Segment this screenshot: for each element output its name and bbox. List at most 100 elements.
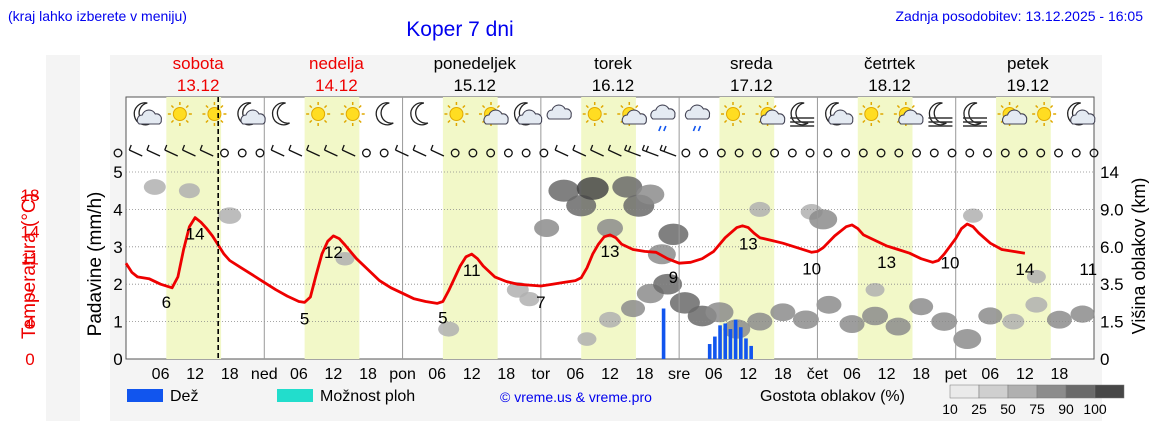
x-tick-hour: 06 <box>981 366 999 383</box>
legend-rain-swatch <box>127 389 163 402</box>
copyright-link[interactable]: © vreme.us & vreme.pro <box>500 389 652 405</box>
x-tick-day: tor <box>532 366 551 383</box>
day-date: 16.12 <box>592 76 635 95</box>
daylight-band <box>166 97 222 359</box>
wind-calm-icon <box>752 148 762 158</box>
wind-barb <box>607 144 611 151</box>
cloud-blob <box>1025 296 1048 313</box>
wind-light-icon <box>181 144 196 157</box>
sun-icon <box>721 102 745 126</box>
wind-calm-icon <box>539 148 549 158</box>
precipitation-tick: 2 <box>113 275 122 294</box>
x-tick-hour: 18 <box>636 366 654 383</box>
cloud-shape <box>240 109 266 125</box>
wind-calm-icon <box>237 148 247 158</box>
x-tick-hour: 18 <box>497 366 515 383</box>
density-tick: 75 <box>1029 401 1045 417</box>
sun-ray <box>1049 104 1054 109</box>
wind-barb <box>394 144 399 151</box>
wind-barb <box>128 144 132 151</box>
sun-disc <box>172 107 187 121</box>
wind-shaft <box>430 149 445 157</box>
wind-calm-circle <box>734 148 744 158</box>
wind-calm-icon <box>912 148 921 158</box>
cloud-blob <box>839 315 865 334</box>
day-date: 13.12 <box>177 76 220 95</box>
wind-shaft <box>270 149 285 157</box>
wind-calm-icon <box>805 148 815 158</box>
wind-calm-circle <box>220 148 229 158</box>
wind-calm-icon <box>787 148 797 158</box>
rain-bar <box>713 336 717 359</box>
page-title: Koper 7 dni <box>406 18 513 41</box>
cloud-blob <box>770 303 796 322</box>
rain-drop <box>697 125 702 132</box>
cloud-blob <box>1046 310 1072 329</box>
cloud-blob <box>621 299 646 318</box>
wind-light-icon <box>341 144 356 157</box>
temperature-label: 11 <box>463 261 481 280</box>
cloud-shape <box>760 109 786 125</box>
cloud-blob <box>577 332 597 346</box>
cloud-blob <box>178 183 200 199</box>
wind-calm-circle <box>503 148 513 158</box>
x-tick-hour: 06 <box>567 366 585 383</box>
cloud-height-tick: 9.0 <box>1100 200 1124 219</box>
sun-disc <box>587 107 602 121</box>
moon-crescent <box>410 102 429 126</box>
day-name: četrtek <box>864 54 916 73</box>
temperature-tick: 4 <box>25 314 34 333</box>
density-tick: 10 <box>942 401 958 417</box>
x-tick-hour: 12 <box>186 366 204 383</box>
sun-ray <box>205 104 209 109</box>
wind-light-icon <box>323 144 338 157</box>
cloud-icon <box>546 104 572 120</box>
wind-calm-circle <box>965 148 975 158</box>
temperature-label: 13 <box>877 253 896 272</box>
wind-barb <box>323 144 328 151</box>
wind-calm-circle <box>770 148 780 158</box>
rain-bar <box>744 338 748 359</box>
wind-shaft <box>288 149 303 157</box>
cloud-height-tick: 1.5 <box>1100 313 1124 332</box>
rain-drop <box>663 125 667 132</box>
x-tick-hour: 06 <box>290 366 308 383</box>
precipitation-tick: 1 <box>113 313 122 332</box>
wind-shaft <box>608 149 622 157</box>
rain-bar <box>738 327 743 359</box>
sun-cloud-icon <box>479 102 509 126</box>
cloud-blob <box>576 177 609 200</box>
fog-moon-icon <box>963 102 987 127</box>
rain-cloud-icon <box>650 104 676 132</box>
x-tick-hour: 06 <box>152 366 170 383</box>
precipitation-bars <box>661 308 753 359</box>
wind-calm-icon <box>1089 148 1099 158</box>
sun-ray <box>758 104 762 109</box>
wind-calm-icon <box>1036 148 1046 158</box>
wind-calm-icon <box>947 148 957 158</box>
sun-ray <box>773 104 777 109</box>
wind-barb <box>641 144 645 151</box>
moon-crescent <box>963 102 982 126</box>
x-tick-hour: 18 <box>912 366 930 383</box>
rain-drop <box>692 125 697 132</box>
wind-barb <box>430 144 434 151</box>
temperature-label: 13 <box>739 235 758 254</box>
wind-light-icon <box>572 144 587 157</box>
cloud-blob <box>1070 305 1095 323</box>
sun-ray <box>620 104 624 109</box>
rain-bar <box>718 325 722 359</box>
wind-calm-icon <box>379 148 389 158</box>
wind-light-icon <box>306 144 320 157</box>
location-hint-link[interactable]: (kraj lahko izberete v meniju) <box>8 8 187 24</box>
wind-calm-icon <box>1054 148 1063 158</box>
cloud-height-tick: 0 <box>1100 350 1109 369</box>
rain-drop <box>658 125 662 132</box>
sun-ray <box>447 104 451 109</box>
x-tick-day: sre <box>668 366 690 383</box>
wind-calm-icon <box>681 148 691 158</box>
wind-calm-circle <box>486 148 496 158</box>
cloud-density-scale: 10 25 50 75 90 100 <box>942 384 1125 417</box>
wind-barb <box>164 144 168 151</box>
wind-barb <box>659 144 663 151</box>
